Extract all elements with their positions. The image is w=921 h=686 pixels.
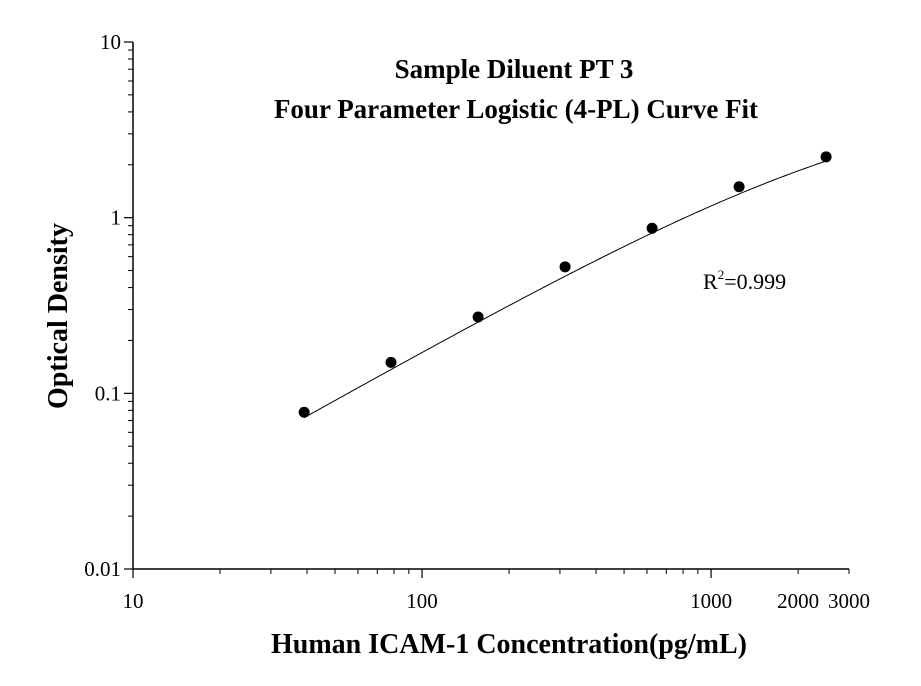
chart-title-line-2: Four Parameter Logistic (4-PL) Curve Fit — [274, 94, 758, 124]
y-tick-label: 10 — [100, 30, 121, 54]
y-tick-label: 0.01 — [84, 557, 121, 581]
x-tick-label: 2000 — [777, 589, 819, 613]
y-axis-label: Optical Density — [43, 223, 74, 409]
r-squared-superscript: 2 — [718, 267, 725, 282]
axis-ticks: 0.01 0.1 1 10 10 100 1000 2000 3000 — [84, 30, 870, 613]
y-tick-label: 1 — [111, 206, 122, 230]
data-point — [472, 311, 484, 323]
data-point — [385, 356, 397, 368]
x-tick-label: 100 — [406, 589, 438, 613]
r-squared-prefix: R — [703, 269, 718, 294]
data-points — [298, 151, 832, 418]
x-tick-label: 3000 — [828, 589, 870, 613]
data-point — [298, 406, 310, 418]
r-squared-value: =0.999 — [724, 269, 786, 294]
x-tick-label: 10 — [123, 589, 144, 613]
data-point — [733, 181, 745, 193]
x-tick-label: 1000 — [690, 589, 732, 613]
data-point — [646, 222, 658, 234]
x-axis-label: Human ICAM-1 Concentration(pg/mL) — [271, 629, 747, 660]
y-tick-label: 0.1 — [95, 381, 121, 405]
r-squared-annotation: R2=0.999 — [703, 267, 786, 294]
chart-title-line-1: Sample Diluent PT 3 — [395, 54, 634, 84]
data-point — [559, 261, 571, 273]
fit-curve — [303, 160, 827, 419]
data-point — [820, 151, 832, 163]
